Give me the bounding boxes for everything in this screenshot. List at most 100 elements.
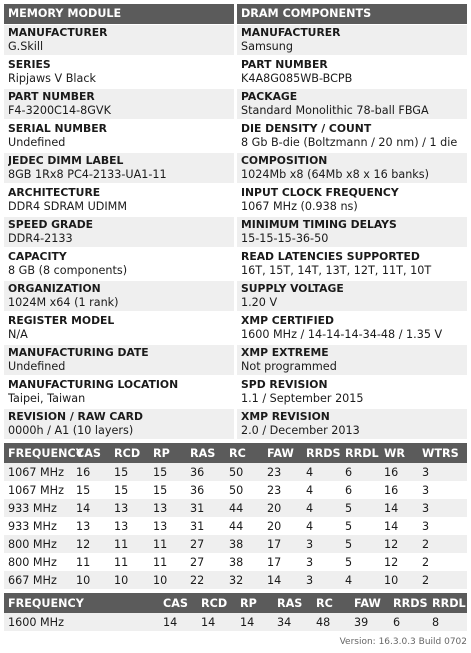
field-label: MANUFACTURING LOCATION bbox=[8, 378, 179, 391]
table-cell-rc: 44 bbox=[225, 517, 263, 535]
table-cell-wr: 16 bbox=[380, 481, 418, 499]
field-input-clock-frequency: INPUT CLOCK FREQUENCY 1067 MHz (0.938 ns) bbox=[237, 185, 467, 215]
memory-module-column: MEMORY MODULE MANUFACTURER G.Skill SERIES R… bbox=[4, 4, 234, 441]
column-header-rrds: RRDS bbox=[302, 443, 341, 463]
table-cell-rc: 50 bbox=[225, 481, 263, 499]
field-label: SPD REVISION bbox=[241, 378, 328, 391]
column-header-frequency: FREQUENCY bbox=[4, 443, 84, 463]
table-cell-rp: 13 bbox=[149, 517, 186, 535]
table-cell-rrdl: 6 bbox=[341, 481, 380, 499]
field-minimum-timing-delays: MINIMUM TIMING DELAYS 15-15-15-36-50 bbox=[237, 217, 467, 247]
field-manufacturer: MANUFACTURER G.Skill bbox=[4, 25, 234, 55]
table-cell-ras: 31 bbox=[186, 517, 225, 535]
table-cell-cas: 15 bbox=[72, 481, 110, 499]
table-cell-rp: 11 bbox=[149, 553, 186, 571]
field-value: Undefined bbox=[8, 136, 66, 149]
table-row: 1600 MHz 14 14 14 34 48 39 6 8 bbox=[4, 613, 467, 631]
field-label: MANUFACTURER bbox=[8, 26, 108, 39]
field-label: MANUFACTURING DATE bbox=[8, 346, 149, 359]
table-cell-rc: 32 bbox=[225, 571, 263, 589]
table-cell-ras: 31 bbox=[186, 499, 225, 517]
column-header-ras: RAS bbox=[273, 593, 312, 613]
jedec-header-row: FREQUENCY CAS RCD RP RAS RC FAW RRDS RRDL WR WTRS bbox=[4, 443, 467, 463]
table-cell-wr: 14 bbox=[380, 517, 418, 535]
table-cell-rcd: 13 bbox=[110, 499, 149, 517]
table-cell-cas: 12 bbox=[72, 535, 110, 553]
info-columns: MEMORY MODULE MANUFACTURER G.Skill SERIES R… bbox=[4, 4, 467, 441]
table-cell-frequency: 800 MHz bbox=[4, 535, 72, 553]
table-cell-rrds: 4 bbox=[302, 517, 341, 535]
column-header-frequency: FREQUENCY bbox=[4, 593, 159, 613]
field-label: ARCHITECTURE bbox=[8, 186, 101, 199]
table-cell-faw: 20 bbox=[263, 517, 302, 535]
field-value: Not programmed bbox=[241, 360, 337, 373]
field-xmp-revision: XMP REVISION 2.0 / December 2013 bbox=[237, 409, 467, 439]
field-label: PART NUMBER bbox=[8, 90, 95, 103]
field-label: SPEED GRADE bbox=[8, 218, 94, 231]
table-cell-wr: 16 bbox=[380, 463, 418, 481]
table-cell-frequency: 1067 MHz bbox=[4, 481, 72, 499]
table-cell-rrds: 4 bbox=[302, 463, 341, 481]
column-header-rrds: RRDS bbox=[389, 593, 428, 613]
column-header-rc: RC bbox=[312, 593, 350, 613]
column-header-faw: FAW bbox=[350, 593, 389, 613]
field-value: F4-3200C14-8GVK bbox=[8, 104, 111, 117]
table-cell-wtrs: 2 bbox=[418, 535, 467, 553]
table-cell-frequency: 1067 MHz bbox=[4, 463, 72, 481]
table-cell-rcd: 15 bbox=[110, 463, 149, 481]
table-row: 933 MHz 13 13 13 31 44 20 4 5 14 3 bbox=[4, 517, 467, 535]
field-revision-raw-card: REVISION / RAW CARD 0000h / A1 (10 layers… bbox=[4, 409, 234, 439]
table-cell-rc: 38 bbox=[225, 553, 263, 571]
table-cell-rp: 15 bbox=[149, 481, 186, 499]
table-cell-rcd: 13 bbox=[110, 517, 149, 535]
field-read-latencies-supported: READ LATENCIES SUPPORTED 16T, 15T, 14T, 1… bbox=[237, 249, 467, 279]
field-die-density-count: DIE DENSITY / COUNT 8 Gb B-die (Boltzmann… bbox=[237, 121, 467, 151]
table-cell-rrds: 4 bbox=[302, 499, 341, 517]
table-cell-frequency: 667 MHz bbox=[4, 571, 72, 589]
table-cell-frequency: 800 MHz bbox=[4, 553, 72, 571]
field-part-number: PART NUMBER K4A8G085WB-BCPB bbox=[237, 57, 467, 87]
table-cell-rrdl: 6 bbox=[341, 463, 380, 481]
field-xmp-extreme: XMP EXTREME Not programmed bbox=[237, 345, 467, 375]
table-cell-frequency: 1600 MHz bbox=[4, 613, 159, 631]
table-row: 1067 MHz 15 15 15 36 50 23 4 6 16 3 bbox=[4, 481, 467, 499]
table-cell-rc: 48 bbox=[312, 613, 350, 631]
version-label: Version: 16.3.0.3 Build 0702 bbox=[339, 637, 467, 647]
field-value: 15-15-15-36-50 bbox=[241, 232, 329, 245]
table-cell-rrdl: 5 bbox=[341, 517, 380, 535]
field-label: READ LATENCIES SUPPORTED bbox=[241, 250, 420, 263]
table-cell-rrds: 6 bbox=[389, 613, 428, 631]
column-header-cas: CAS bbox=[159, 593, 197, 613]
table-cell-wtrs: 2 bbox=[418, 553, 467, 571]
field-value: 1067 MHz (0.938 ns) bbox=[241, 200, 358, 213]
table-cell-wtrs: 3 bbox=[418, 463, 467, 481]
table-cell-ras: 36 bbox=[186, 463, 225, 481]
field-label: JEDEC DIMM LABEL bbox=[8, 154, 124, 167]
column-header-ras: RAS bbox=[186, 443, 225, 463]
field-label: MINIMUM TIMING DELAYS bbox=[241, 218, 397, 231]
field-speed-grade: SPEED GRADE DDR4-2133 bbox=[4, 217, 234, 247]
field-series: SERIES Ripjaws V Black bbox=[4, 57, 234, 87]
field-manufacturing-location: MANUFACTURING LOCATION Taipei, Taiwan bbox=[4, 377, 234, 407]
field-label: DIE DENSITY / COUNT bbox=[241, 122, 372, 135]
xmp-timings-table: FREQUENCY CAS RCD RP RAS RC FAW RRDS RRDL 1600 M… bbox=[4, 593, 467, 631]
column-header-rrdl: RRDL bbox=[341, 443, 380, 463]
table-cell-cas: 11 bbox=[72, 553, 110, 571]
field-value: 1.20 V bbox=[241, 296, 278, 309]
field-value: 1600 MHz / 14-14-14-34-48 / 1.35 V bbox=[241, 328, 443, 341]
memory-module-header: MEMORY MODULE bbox=[4, 4, 234, 24]
field-organization: ORGANIZATION 1024M x64 (1 rank) bbox=[4, 281, 234, 311]
table-cell-cas: 14 bbox=[159, 613, 197, 631]
table-cell-rrdl: 5 bbox=[341, 553, 380, 571]
table-cell-rrdl: 8 bbox=[428, 613, 467, 631]
table-cell-rp: 10 bbox=[149, 571, 186, 589]
field-value: Undefined bbox=[8, 360, 66, 373]
field-value: 8 GB (8 components) bbox=[8, 264, 128, 277]
field-package: PACKAGE Standard Monolithic 78-ball FBGA bbox=[237, 89, 467, 119]
table-cell-rrds: 3 bbox=[302, 571, 341, 589]
spd-report: MEMORY MODULE MANUFACTURER G.Skill SERIES R… bbox=[4, 4, 467, 631]
column-header-rcd: RCD bbox=[197, 593, 236, 613]
field-label: CAPACITY bbox=[8, 250, 67, 263]
field-label: SERIAL NUMBER bbox=[8, 122, 107, 135]
table-cell-ras: 36 bbox=[186, 481, 225, 499]
